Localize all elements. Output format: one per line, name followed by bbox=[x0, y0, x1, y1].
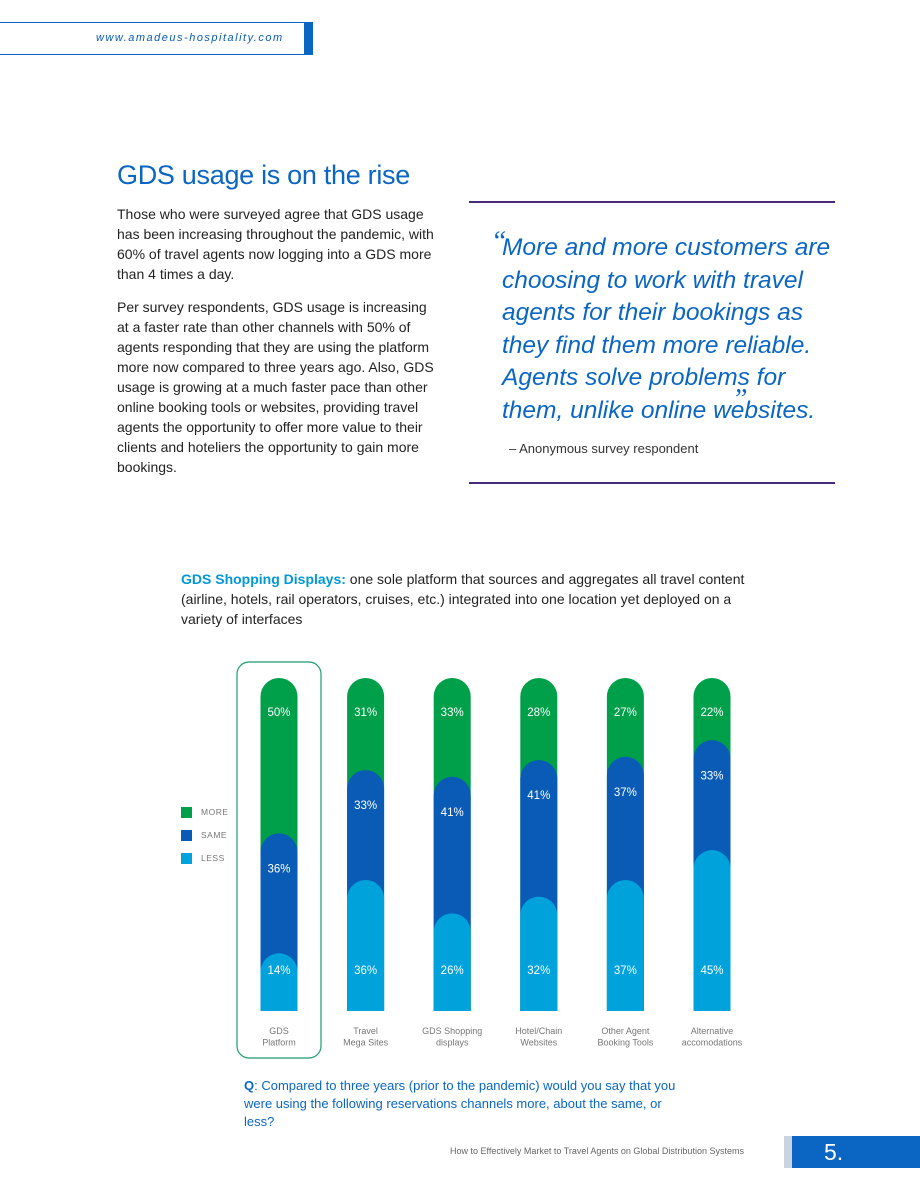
bar-less-gds-shopping-displays bbox=[433, 913, 471, 1011]
bar-less-gds-platform bbox=[260, 953, 298, 1011]
url-banner: www.amadeus-hospitality.com bbox=[0, 22, 313, 55]
label-more-other-agent-booking-tools: 27% bbox=[614, 707, 637, 719]
footer-separator bbox=[784, 1136, 792, 1168]
category-label-hotel-chain-websites: Websites bbox=[520, 1038, 557, 1048]
label-same-other-agent-booking-tools: 37% bbox=[614, 787, 637, 799]
section-title: GDS usage is on the rise bbox=[117, 160, 410, 190]
category-label-alternative-accomodations: accomodations bbox=[682, 1038, 743, 1048]
label-less-other-agent-booking-tools: 37% bbox=[614, 965, 637, 977]
category-label-gds-platform: Platform bbox=[262, 1038, 296, 1048]
legend-swatch-more bbox=[181, 807, 192, 818]
body-paragraph-2: Per survey respondents, GDS usage is inc… bbox=[117, 299, 434, 475]
bar-less-travel-mega-sites bbox=[347, 880, 385, 1011]
website-url[interactable]: www.amadeus-hospitality.com bbox=[96, 32, 284, 44]
chart-description-lead: GDS Shopping Displays: bbox=[181, 571, 346, 587]
category-label-gds-platform: GDS bbox=[269, 1026, 289, 1036]
category-label-travel-mega-sites: Travel bbox=[353, 1026, 378, 1036]
page-number-box: 5. bbox=[792, 1136, 920, 1168]
stacked-bar-chart: 50% 36% 14% GDS Platform 31% 33% 36% Travel Mega … bbox=[236, 661, 743, 1059]
legend-swatch-less bbox=[181, 853, 192, 864]
label-more-gds-platform: 50% bbox=[267, 707, 290, 719]
quote-bottom-rule bbox=[469, 482, 835, 484]
label-same-gds-platform: 36% bbox=[267, 864, 290, 876]
category-label-travel-mega-sites: Mega Sites bbox=[343, 1038, 389, 1048]
label-more-travel-mega-sites: 31% bbox=[354, 707, 377, 719]
legend-label-same: SAME bbox=[201, 830, 228, 840]
label-less-gds-platform: 14% bbox=[267, 965, 290, 977]
quote-open-mark: “ bbox=[491, 226, 507, 257]
survey-question: Q: Compared to three years (prior to the… bbox=[244, 1077, 694, 1131]
label-same-gds-shopping-displays: 41% bbox=[441, 807, 464, 819]
footer-title: How to Effectively Market to Travel Agen… bbox=[450, 1146, 744, 1156]
page-number: 5. bbox=[824, 1139, 844, 1165]
label-more-alternative-accomodations: 22% bbox=[700, 707, 723, 719]
legend-label-less: LESS bbox=[201, 853, 225, 863]
chart-description: GDS Shopping Displays: one sole platform… bbox=[181, 569, 761, 629]
label-less-gds-shopping-displays: 26% bbox=[441, 965, 464, 977]
label-more-hotel-chain-websites: 28% bbox=[527, 707, 550, 719]
category-label-gds-shopping-displays: GDS Shopping bbox=[422, 1026, 482, 1036]
label-less-hotel-chain-websites: 32% bbox=[527, 965, 550, 977]
legend-label-more: MORE bbox=[201, 807, 229, 817]
quote-attribution: – Anonymous survey respondent bbox=[509, 441, 699, 456]
bar-less-alternative-accomodations bbox=[693, 850, 731, 1011]
label-same-alternative-accomodations: 33% bbox=[700, 770, 723, 782]
quote-close-mark: ” bbox=[732, 384, 748, 415]
label-same-travel-mega-sites: 33% bbox=[354, 800, 377, 812]
legend-swatch-same bbox=[181, 830, 192, 841]
chart-description-text: one sole platform that sources and aggre… bbox=[181, 571, 745, 627]
category-label-hotel-chain-websites: Hotel/Chain bbox=[515, 1026, 562, 1036]
category-label-other-agent-booking-tools: Other Agent bbox=[601, 1026, 650, 1036]
category-label-gds-shopping-displays: displays bbox=[436, 1038, 469, 1048]
label-less-alternative-accomodations: 45% bbox=[700, 965, 723, 977]
bar-less-hotel-chain-websites bbox=[520, 896, 558, 1011]
body-paragraph-1: Those who were surveyed agree that GDS u… bbox=[117, 206, 434, 282]
label-more-gds-shopping-displays: 33% bbox=[441, 707, 464, 719]
category-label-alternative-accomodations: Alternative bbox=[691, 1026, 734, 1036]
question-text: : Compared to three years (prior to the … bbox=[244, 1078, 676, 1129]
url-banner-accent bbox=[304, 22, 313, 55]
quote-top-rule bbox=[469, 201, 835, 203]
question-label: Q bbox=[244, 1078, 255, 1093]
bar-less-other-agent-booking-tools bbox=[606, 880, 644, 1011]
pull-quote: More and more customers are choosing to … bbox=[502, 234, 831, 424]
category-label-other-agent-booking-tools: Booking Tools bbox=[597, 1038, 653, 1048]
highlight-box-gds-platform bbox=[236, 661, 322, 1059]
label-less-travel-mega-sites: 36% bbox=[354, 965, 377, 977]
label-same-hotel-chain-websites: 41% bbox=[527, 790, 550, 802]
